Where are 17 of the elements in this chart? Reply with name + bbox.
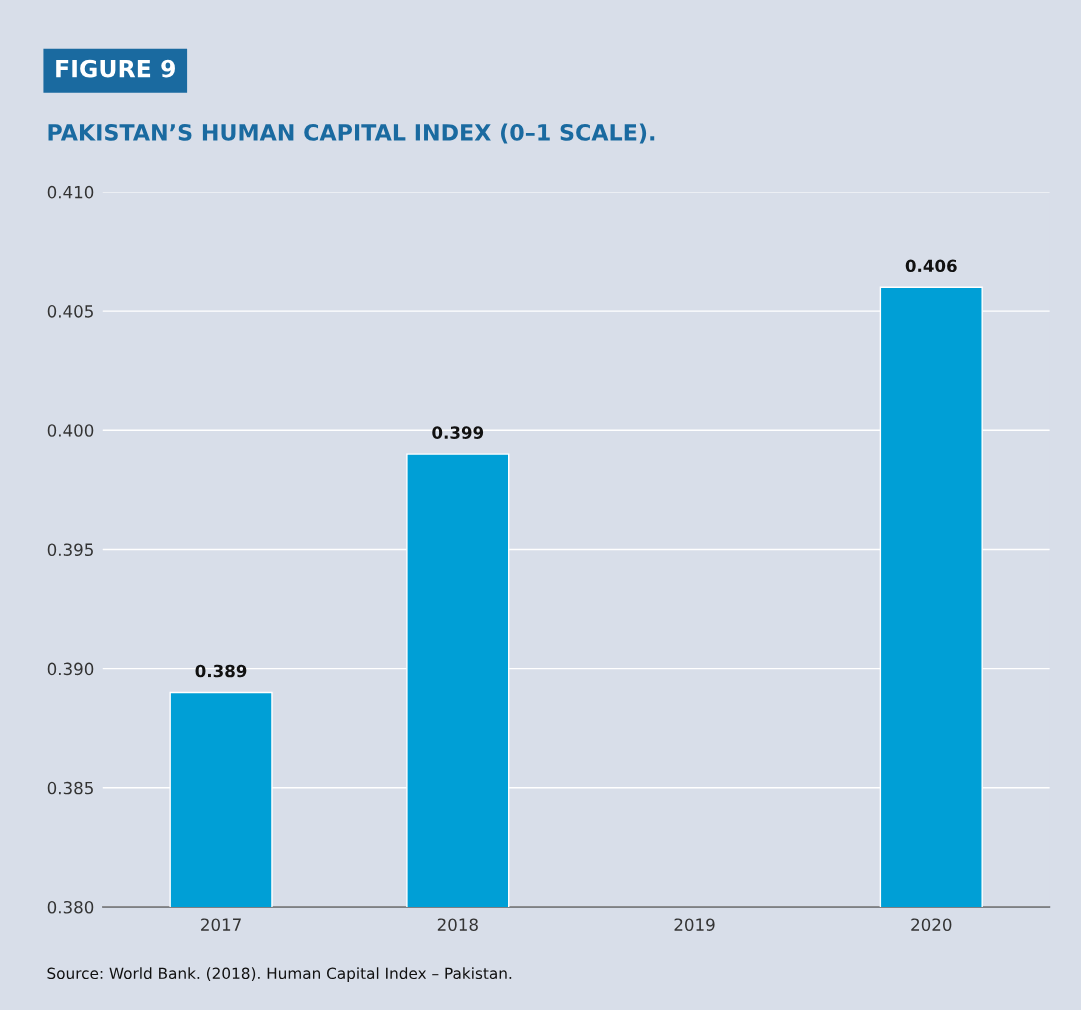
y-tick-label: 0.405 bbox=[47, 305, 93, 318]
data-label: 0.389 bbox=[195, 664, 247, 678]
chart-title: FIGURE 9 bbox=[56, 59, 175, 78]
x-tick-label: 2020 bbox=[911, 918, 952, 931]
x-tick-label: 2018 bbox=[437, 918, 478, 931]
y-tick-label: 0.395 bbox=[47, 543, 93, 557]
data-label: 0.406 bbox=[905, 259, 957, 273]
x-tick-label: 2019 bbox=[674, 918, 715, 931]
chart-subtitle: PAKISTAN’S HUMAN CAPITAL INDEX (0–1 SCALE). bbox=[48, 123, 655, 144]
y-tick-label: 0.385 bbox=[47, 781, 93, 795]
data-label: 0.399 bbox=[432, 426, 484, 439]
x-tick-label: 2017 bbox=[201, 918, 241, 931]
source-note: Source: World Bank. (2018). Human Capital Index – Pakistan. bbox=[47, 967, 512, 983]
y-tick-label: 0.410 bbox=[47, 185, 94, 199]
y-tick-label: 0.400 bbox=[47, 424, 94, 437]
y-tick-label: 0.390 bbox=[47, 662, 94, 676]
y-tick-label: 0.380 bbox=[47, 900, 94, 914]
